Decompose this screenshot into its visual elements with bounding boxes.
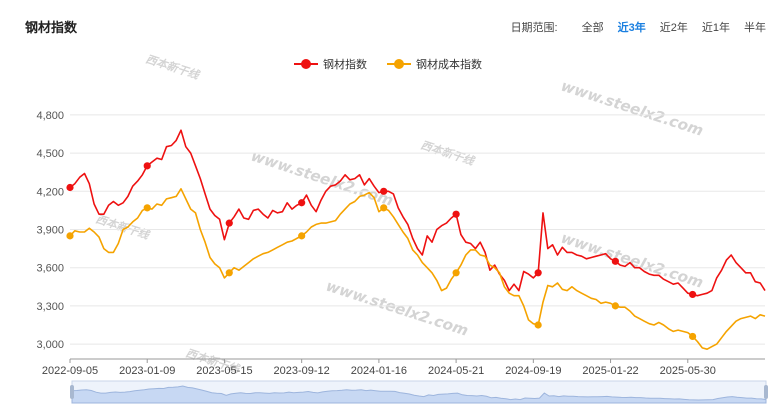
data-point-0 bbox=[611, 257, 619, 265]
zoom-handle-left[interactable] bbox=[70, 385, 74, 399]
x-tick-label: 2022-09-05 bbox=[42, 365, 98, 377]
legend-swatch-steel-index bbox=[294, 59, 318, 69]
x-tick-label: 2023-01-09 bbox=[119, 365, 175, 377]
y-tick-label: 3,900 bbox=[36, 225, 64, 237]
legend-label-steel-index: 钢材指数 bbox=[323, 59, 367, 71]
x-tick-label: 2023-09-12 bbox=[274, 365, 330, 377]
zoom-handle-right[interactable] bbox=[764, 385, 768, 399]
x-tick-label: 2024-09-19 bbox=[505, 365, 561, 377]
x-tick-label: 2024-05-21 bbox=[428, 365, 484, 377]
watermark-text: www.steelx2.com bbox=[324, 277, 471, 340]
y-tick-label: 3,600 bbox=[36, 263, 64, 275]
watermark-text: 西本新干线 bbox=[144, 52, 202, 82]
x-tick-label: 2023-05-15 bbox=[196, 365, 252, 377]
date-range-label: 日期范围: bbox=[510, 22, 558, 34]
data-point-1 bbox=[452, 269, 460, 277]
watermark-text: www.steelx2.com bbox=[559, 229, 706, 292]
series-line-1 bbox=[69, 188, 766, 350]
data-point-0 bbox=[143, 162, 151, 170]
data-point-0 bbox=[66, 183, 74, 192]
range-option-1y[interactable]: 近1年 bbox=[701, 22, 730, 34]
range-option-6m[interactable]: 半年 bbox=[744, 22, 766, 34]
range-option-all[interactable]: 全部 bbox=[581, 22, 604, 34]
data-point-1 bbox=[689, 332, 697, 341]
data-point-1 bbox=[534, 321, 542, 329]
data-point-0 bbox=[298, 199, 306, 207]
zoom-overview-area bbox=[71, 385, 767, 404]
data-point-1 bbox=[66, 232, 74, 240]
date-range-selector: 日期范围: 全部 近3年 近2年 近1年 半年 bbox=[511, 19, 766, 35]
data-point-1 bbox=[380, 204, 388, 212]
y-tick-label: 4,200 bbox=[36, 186, 64, 198]
range-option-2y[interactable]: 近2年 bbox=[659, 22, 688, 34]
data-point-1 bbox=[225, 269, 233, 277]
legend-swatch-cost-index bbox=[387, 59, 411, 69]
watermark-text: 西本新干线 bbox=[94, 212, 152, 242]
x-tick-label: 2025-01-22 bbox=[582, 365, 638, 377]
page-title: 钢材指数 bbox=[25, 20, 78, 35]
data-point-0 bbox=[380, 187, 388, 195]
data-point-0 bbox=[225, 219, 233, 227]
data-point-0 bbox=[534, 269, 542, 277]
data-point-1 bbox=[143, 204, 151, 212]
x-tick-label: 2024-01-16 bbox=[351, 365, 407, 377]
x-tick-label: 2025-05-30 bbox=[660, 365, 716, 377]
chart-legend: 钢材指数 钢材成本指数 bbox=[0, 56, 776, 72]
watermark-text: www.steelx2.com bbox=[249, 147, 396, 210]
data-point-0 bbox=[689, 290, 697, 299]
y-tick-label: 4,800 bbox=[36, 110, 64, 122]
series-line-0 bbox=[69, 129, 766, 297]
y-tick-label: 3,300 bbox=[36, 301, 64, 313]
legend-item-steel-index[interactable]: 钢材指数 bbox=[294, 56, 367, 72]
legend-label-cost-index: 钢材成本指数 bbox=[416, 59, 482, 71]
y-tick-label: 3,000 bbox=[36, 339, 64, 351]
data-point-1 bbox=[298, 232, 306, 240]
range-option-3y[interactable]: 近3年 bbox=[617, 22, 646, 34]
watermark-text: www.steelx2.com bbox=[559, 77, 706, 140]
y-tick-label: 4,500 bbox=[36, 148, 64, 160]
data-point-1 bbox=[611, 302, 619, 310]
data-point-0 bbox=[452, 210, 460, 218]
legend-item-cost-index[interactable]: 钢材成本指数 bbox=[387, 56, 482, 72]
